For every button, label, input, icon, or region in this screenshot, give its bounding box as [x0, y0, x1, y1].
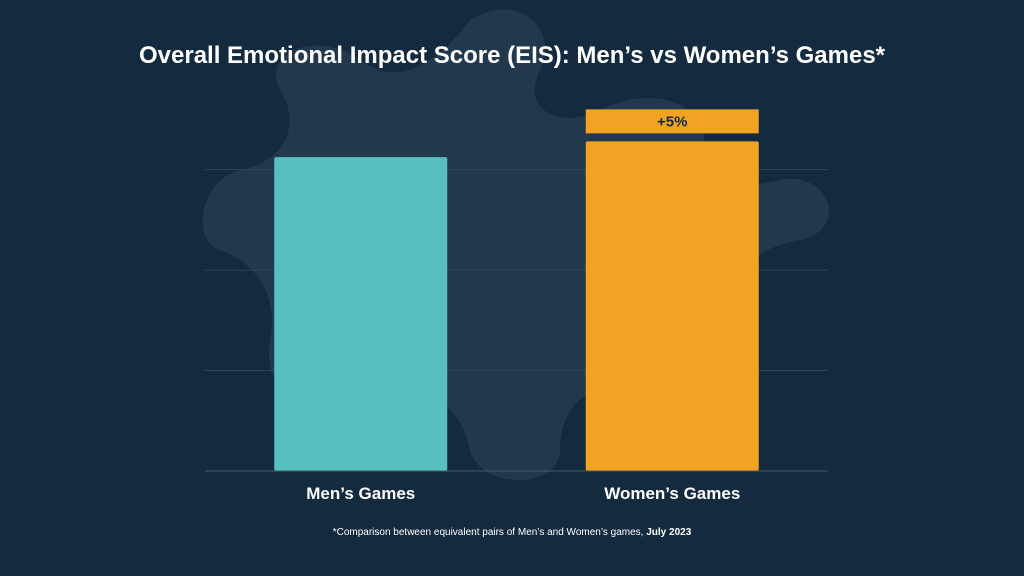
chart-title: Overall Emotional Impact Score (EIS): Me…	[138, 42, 885, 69]
x-tick-label-0: Men’s Games	[306, 484, 415, 503]
x-tick-label-1: Women’s Games	[604, 484, 740, 503]
footnote: *Comparison between equivalent pairs of …	[0, 527, 1024, 538]
annotations: +5%	[585, 109, 759, 134]
footnote-text: *Comparison between equivalent pairs of …	[332, 527, 647, 538]
annotation-label-0: +5%	[657, 113, 687, 130]
bar-0	[274, 157, 448, 471]
annotation-box-0	[585, 109, 759, 134]
bar-1	[585, 141, 759, 472]
bars	[274, 141, 759, 472]
x-axis-labels: Men’s Games Women’s Games	[306, 484, 740, 503]
footnote-date: July 2023	[646, 527, 692, 538]
